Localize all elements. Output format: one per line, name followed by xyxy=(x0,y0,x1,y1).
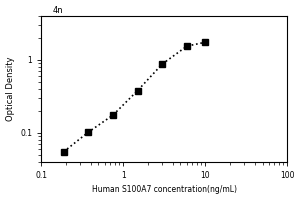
X-axis label: Human S100A7 concentration(ng/mL): Human S100A7 concentration(ng/mL) xyxy=(92,185,237,194)
Y-axis label: Optical Density: Optical Density xyxy=(6,57,15,121)
Text: 4n: 4n xyxy=(53,6,64,15)
